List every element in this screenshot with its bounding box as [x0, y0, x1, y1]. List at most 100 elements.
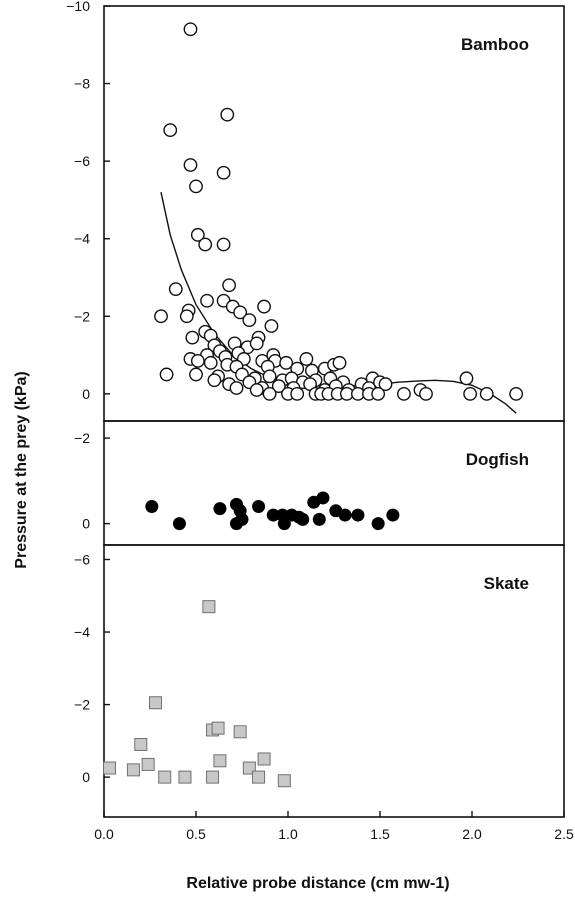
data-point — [262, 386, 277, 401]
data-point — [145, 500, 159, 514]
data-point — [216, 237, 231, 252]
data-point — [211, 721, 225, 735]
y-tick-label: −2 — [74, 430, 90, 446]
data-point — [262, 369, 277, 384]
y-tick-label: −2 — [74, 697, 90, 713]
data-point — [419, 386, 433, 401]
x-tick-label: 0.5 — [186, 826, 206, 842]
data-point — [141, 757, 155, 771]
y-tick-label: −6 — [74, 153, 90, 169]
panel-frame — [103, 544, 565, 818]
data-point — [277, 517, 291, 531]
data-point — [397, 386, 411, 401]
y-tick-label: −4 — [74, 624, 90, 640]
data-point — [252, 770, 266, 784]
data-point — [266, 508, 280, 522]
data-point — [213, 502, 227, 516]
data-point — [233, 305, 248, 320]
x-tick-label: 2.5 — [554, 826, 574, 842]
data-point — [154, 309, 168, 324]
data-point — [198, 237, 213, 252]
data-point — [290, 386, 305, 401]
data-point — [257, 752, 271, 766]
panel-title-bamboo: Bamboo — [461, 35, 529, 54]
data-point — [233, 725, 247, 739]
data-point — [183, 22, 198, 37]
data-point — [200, 293, 214, 308]
data-point — [378, 377, 393, 392]
data-point — [159, 367, 174, 382]
data-point — [271, 379, 286, 393]
data-point — [158, 770, 172, 784]
y-axis-label: Pressure at the prey (kPa) — [13, 371, 30, 568]
data-point — [220, 107, 235, 122]
data-point — [463, 386, 478, 401]
data-point — [163, 123, 178, 138]
data-point — [222, 278, 237, 293]
data-point — [242, 313, 257, 328]
x-tick-label: 1.0 — [278, 826, 298, 842]
panel-title-skate: Skate — [484, 574, 529, 593]
data-point — [371, 517, 385, 531]
data-point — [189, 367, 203, 382]
data-point — [202, 600, 216, 614]
y-tick-label: −2 — [74, 308, 90, 324]
data-point — [386, 508, 400, 522]
x-axis-layer: 0.0 0.5 1.0 1.5 2.0 2.5 — [94, 811, 574, 842]
data-point — [183, 158, 198, 172]
data-point — [235, 512, 249, 526]
data-point — [351, 508, 365, 522]
data-point — [190, 353, 205, 368]
x-axis-label: Relative probe distance (cm mw-1) — [186, 875, 449, 892]
data-point — [190, 227, 205, 242]
y-tick-label: −6 — [74, 552, 90, 568]
data-point — [296, 512, 310, 526]
data-point — [206, 770, 220, 784]
data-point — [189, 179, 203, 194]
data-point — [338, 508, 352, 522]
data-point — [252, 500, 266, 514]
data-point — [134, 737, 148, 751]
data-point — [203, 355, 218, 370]
data-point — [149, 696, 163, 710]
data-point — [103, 761, 117, 775]
data-point — [249, 336, 264, 351]
data-point — [509, 386, 524, 401]
data-point — [332, 355, 347, 370]
data-point — [126, 763, 140, 777]
data-point — [277, 774, 291, 788]
y-tick-label: 0 — [82, 769, 90, 785]
data-point — [459, 371, 474, 386]
data-point — [229, 381, 244, 395]
x-tick-label: 2.0 — [462, 826, 482, 842]
data-point — [479, 386, 494, 401]
panel-dogfish: −2 0 Dogfish — [74, 420, 565, 546]
data-point — [207, 373, 222, 388]
panel-title-dogfish: Dogfish — [466, 450, 529, 469]
x-tick-label: 0.0 — [94, 826, 114, 842]
panels-layer: −10 −8 −6 −4 −2 0 Bamboo −2 0 Dogfish −6 −4 −2 0 Skate — [66, 0, 565, 818]
panel-bamboo: −10 −8 −6 −4 −2 0 Bamboo — [66, 0, 565, 422]
data-point — [216, 165, 231, 180]
data-point — [264, 319, 279, 333]
y-tick-label: −10 — [66, 0, 90, 14]
data-point — [213, 754, 227, 768]
data-point — [316, 491, 330, 505]
y-tick-label: 0 — [82, 516, 90, 532]
y-tick-label: −8 — [74, 76, 90, 92]
data-point — [371, 386, 386, 401]
data-point — [185, 330, 200, 345]
data-point — [312, 512, 326, 526]
y-tick-label: −4 — [74, 231, 90, 247]
data-point — [249, 383, 264, 397]
data-point — [168, 282, 183, 297]
data-point — [172, 517, 186, 531]
data-point — [257, 299, 271, 314]
data-point — [279, 355, 294, 370]
x-tick-label: 1.5 — [370, 826, 390, 842]
panel-skate: −6 −4 −2 0 Skate — [74, 544, 565, 818]
data-point — [299, 352, 314, 366]
data-point — [178, 770, 192, 784]
